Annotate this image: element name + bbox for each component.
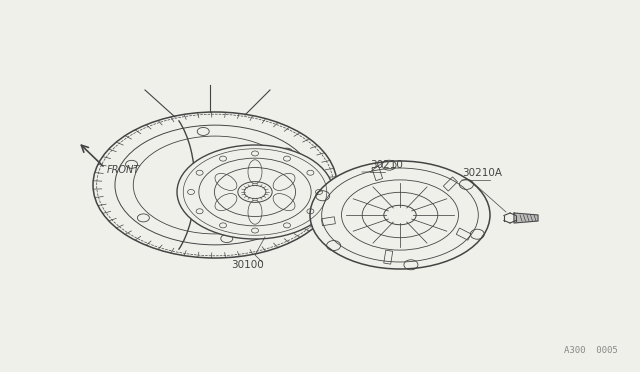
Text: 30100: 30100 xyxy=(232,260,264,270)
Ellipse shape xyxy=(177,145,333,239)
Bar xyxy=(384,250,393,264)
Bar xyxy=(321,217,335,226)
Text: FRONT: FRONT xyxy=(107,165,140,175)
Text: A300  0005: A300 0005 xyxy=(564,346,618,355)
Ellipse shape xyxy=(310,161,490,269)
Ellipse shape xyxy=(93,112,337,258)
Bar xyxy=(372,166,383,181)
Bar xyxy=(456,228,471,240)
Polygon shape xyxy=(514,213,538,223)
Text: 30210A: 30210A xyxy=(462,168,502,178)
Bar xyxy=(444,177,458,191)
Text: 30210: 30210 xyxy=(370,160,403,170)
